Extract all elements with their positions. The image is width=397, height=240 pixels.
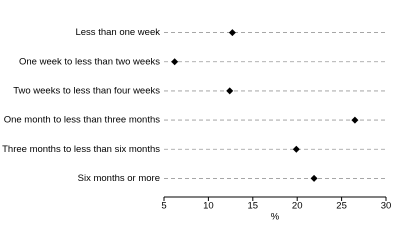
- dot: [351, 116, 359, 124]
- x-tick-label: 10: [203, 201, 214, 212]
- x-axis-label: %: [271, 212, 280, 223]
- y-tick-label: One week to less than two weeks: [19, 56, 160, 67]
- y-tick-label: Three months to less than six months: [2, 144, 160, 155]
- y-tick-label: Six months or more: [78, 173, 160, 184]
- y-tick-label: Less than one week: [75, 27, 160, 38]
- dot: [292, 145, 300, 153]
- dot: [228, 29, 236, 37]
- x-tick-label: 25: [336, 201, 347, 212]
- x-tick-label: 5: [161, 201, 166, 212]
- x-tick-label: 20: [292, 201, 303, 212]
- chart: % 5 10 15 20 25 30 Less than one week One week …: [2, 27, 392, 223]
- y-tick-label: One month to less than three months: [4, 115, 161, 126]
- y-tick-label: Two weeks to less than four weeks: [13, 85, 160, 96]
- dot: [171, 58, 179, 66]
- dot: [310, 174, 318, 182]
- dot: [226, 87, 234, 95]
- x-tick-label: 15: [248, 201, 259, 212]
- x-tick-label: 30: [381, 201, 392, 212]
